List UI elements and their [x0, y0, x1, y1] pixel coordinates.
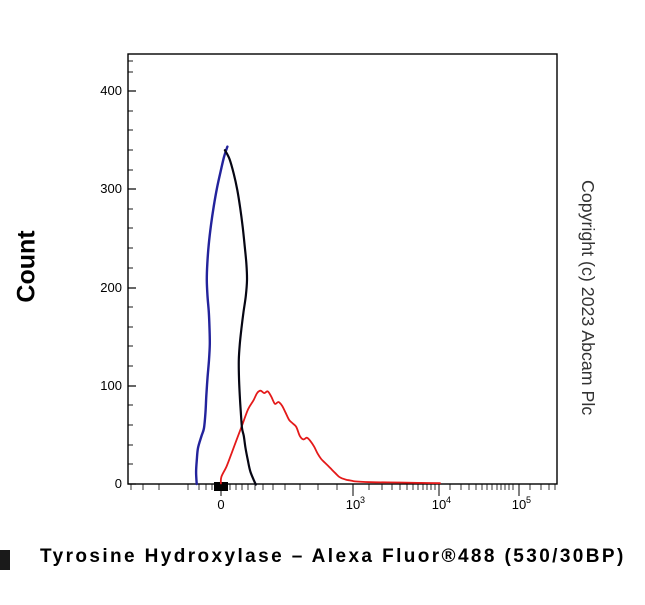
svg-text:10: 10 [432, 497, 446, 512]
svg-text:0: 0 [217, 497, 224, 512]
svg-text:5: 5 [526, 495, 531, 505]
svg-text:100: 100 [100, 378, 122, 393]
svg-text:10: 10 [346, 497, 360, 512]
svg-text:200: 200 [100, 280, 122, 295]
svg-text:0: 0 [115, 476, 122, 491]
svg-text:400: 400 [100, 83, 122, 98]
svg-text:4: 4 [446, 495, 451, 505]
svg-text:300: 300 [100, 181, 122, 196]
svg-text:3: 3 [360, 495, 365, 505]
svg-text:10: 10 [512, 497, 526, 512]
